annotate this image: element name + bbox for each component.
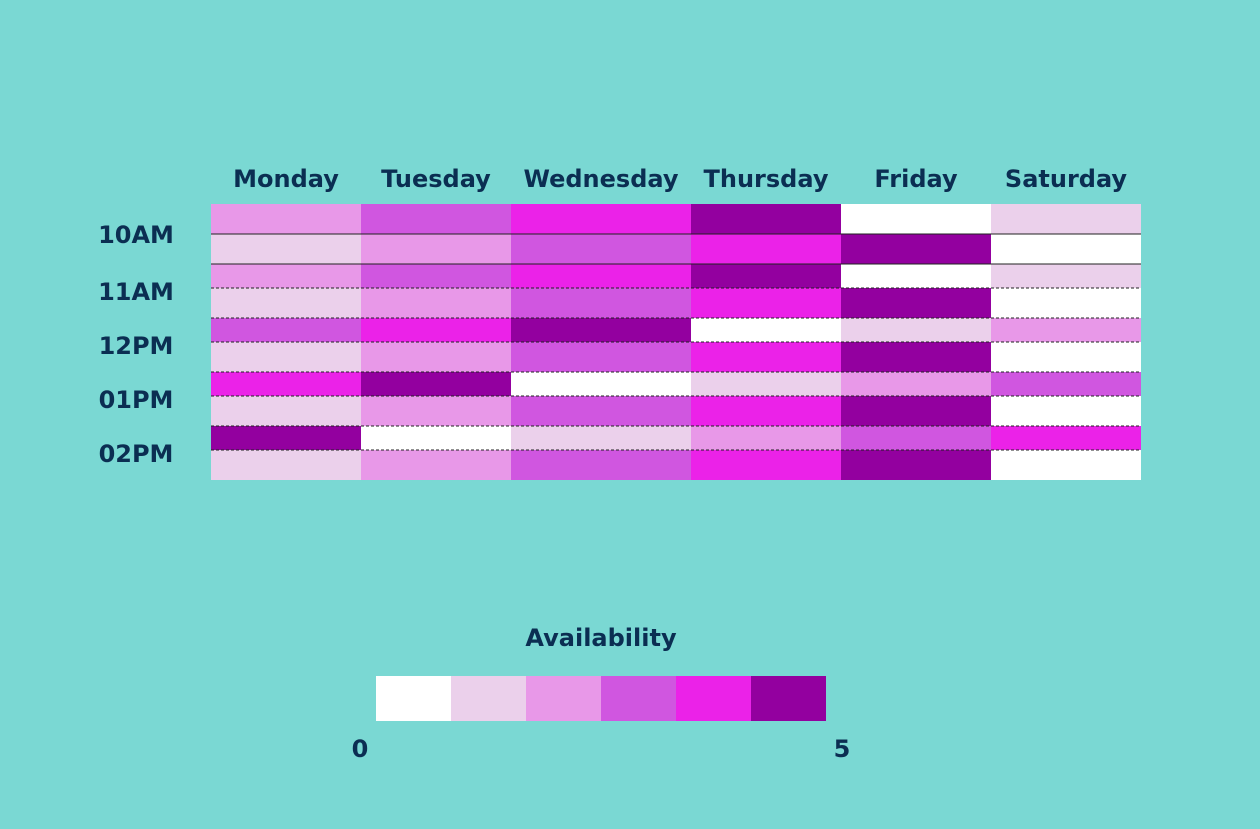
legend-swatch: [376, 676, 451, 721]
time-label-12pm: 12PM: [99, 332, 174, 360]
heatmap-cell: [691, 318, 841, 342]
heatmap-cell: [691, 288, 841, 318]
heatmap-cell: [361, 426, 511, 450]
heatmap-cell: [511, 318, 691, 342]
heatmap-cell: [361, 396, 511, 426]
legend-swatch: [601, 676, 676, 721]
heatmap-cell: [361, 234, 511, 264]
heatmap-cell: [211, 372, 361, 396]
heatmap-cell: [511, 426, 691, 450]
heatmap-cell: [211, 288, 361, 318]
heatmap-cell: [841, 204, 991, 234]
heatmap-cell: [841, 234, 991, 264]
heatmap-cell: [991, 204, 1141, 234]
heatmap-cell: [361, 318, 511, 342]
heatmap-cell: [361, 204, 511, 234]
heatmap-cell: [991, 288, 1141, 318]
heatmap-cell: [211, 318, 361, 342]
heatmap-cell: [691, 450, 841, 480]
heatmap-cell: [691, 372, 841, 396]
legend-swatches: [376, 676, 826, 721]
legend-swatch: [526, 676, 601, 721]
heatmap-cell: [511, 450, 691, 480]
heatmap-cell: [991, 264, 1141, 288]
heatmap-cell: [991, 234, 1141, 264]
heatmap-cell: [691, 396, 841, 426]
heatmap-cell: [841, 264, 991, 288]
time-labels: 10AM 11AM 12PM 01PM 02PM: [98, 221, 174, 468]
heatmap-cell: [991, 318, 1141, 342]
day-label-wednesday: Wednesday: [523, 165, 678, 193]
heatmap-cell: [841, 342, 991, 372]
heatmap-cell: [691, 204, 841, 234]
heatmap-cell: [511, 396, 691, 426]
legend-title: Availability: [525, 624, 677, 652]
legend-swatch: [451, 676, 526, 721]
heatmap-cell: [211, 204, 361, 234]
heatmap-cell: [991, 450, 1141, 480]
heatmap-cell: [841, 450, 991, 480]
heatmap-cell: [361, 372, 511, 396]
heatmap-cell: [511, 204, 691, 234]
heatmap-cell: [991, 426, 1141, 450]
day-label-monday: Monday: [233, 165, 339, 193]
heatmap-cell: [991, 342, 1141, 372]
time-label-01pm: 01PM: [99, 386, 174, 414]
heatmap-cell: [691, 426, 841, 450]
heatmap-cell: [991, 372, 1141, 396]
heatmap-cells: [211, 204, 1141, 480]
time-label-10am: 10AM: [98, 221, 174, 249]
heatmap-cell: [841, 318, 991, 342]
heatmap-cell: [211, 450, 361, 480]
day-label-friday: Friday: [874, 165, 958, 193]
heatmap-cell: [511, 288, 691, 318]
heatmap-cell: [511, 372, 691, 396]
heatmap-cell: [841, 288, 991, 318]
legend-min-label: 0: [352, 735, 369, 763]
heatmap-cell: [841, 426, 991, 450]
legend-swatch: [676, 676, 751, 721]
heatmap-cell: [691, 342, 841, 372]
heatmap-cell: [211, 234, 361, 264]
time-label-02pm: 02PM: [99, 440, 174, 468]
row-dividers: [211, 233, 1141, 451]
heatmap-cell: [841, 372, 991, 396]
legend-max-label: 5: [834, 735, 851, 763]
heatmap-cell: [361, 450, 511, 480]
heatmap-cell: [361, 342, 511, 372]
heatmap-cell: [361, 264, 511, 288]
heatmap-cell: [211, 396, 361, 426]
day-labels: Monday Tuesday Wednesday Thursday Friday Satu…: [233, 165, 1127, 193]
day-label-tuesday: Tuesday: [381, 165, 491, 193]
day-label-saturday: Saturday: [1005, 165, 1128, 193]
legend-swatch: [751, 676, 826, 721]
heatmap-cell: [841, 396, 991, 426]
day-label-thursday: Thursday: [704, 165, 829, 193]
time-label-11am: 11AM: [98, 278, 174, 306]
heatmap-cell: [991, 396, 1141, 426]
heatmap-cell: [511, 342, 691, 372]
heatmap-cell: [691, 264, 841, 288]
heatmap-cell: [211, 426, 361, 450]
heatmap-cell: [211, 342, 361, 372]
heatmap-cell: [511, 234, 691, 264]
heatmap-cell: [691, 234, 841, 264]
heatmap-cell: [361, 288, 511, 318]
heatmap-cell: [511, 264, 691, 288]
heatmap-cell: [211, 264, 361, 288]
colorbar-legend: Availability 0 5: [352, 624, 851, 763]
